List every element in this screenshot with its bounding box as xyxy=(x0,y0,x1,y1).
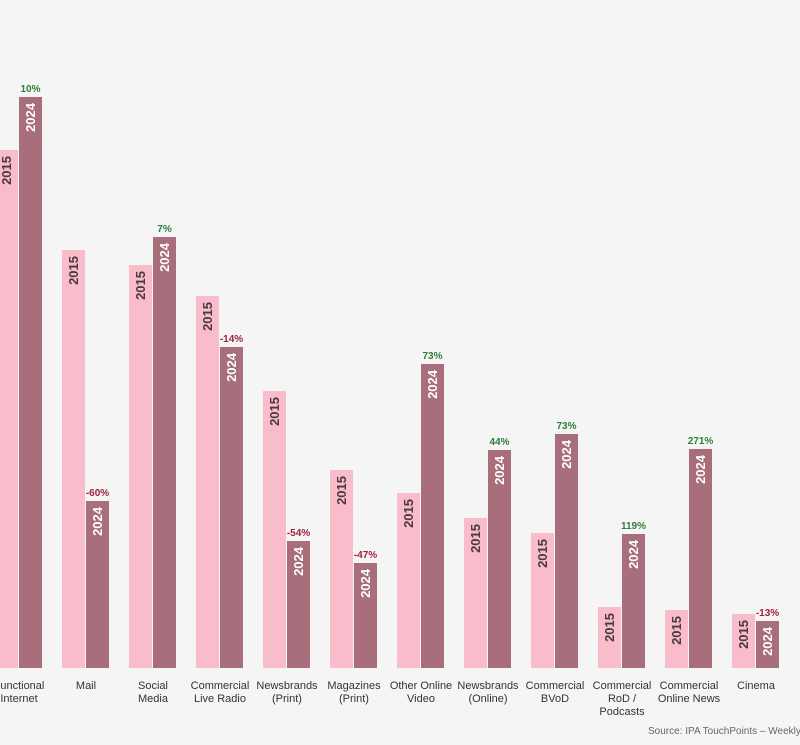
value-label: 44% xyxy=(489,437,510,448)
category-label: Commercial Online News xyxy=(657,680,721,705)
bar-series-label: 2024 xyxy=(760,627,775,656)
bar-series-label: 2024 xyxy=(358,569,373,598)
bar xyxy=(330,470,353,668)
bar-series-label: 2024 xyxy=(291,547,306,576)
value-label: -60% xyxy=(85,488,110,499)
value-label: -54% xyxy=(286,528,311,539)
bar xyxy=(622,534,645,668)
bar xyxy=(665,610,688,668)
bar xyxy=(86,501,109,668)
value-label: 10% xyxy=(20,84,41,95)
bar-series-label: 2015 xyxy=(133,271,148,300)
category-label: Commercial BVoD xyxy=(525,680,585,705)
value-label: -13% xyxy=(755,608,780,619)
bar-series-label: 2024 xyxy=(157,243,172,272)
bar-series-label: 2015 xyxy=(736,620,751,649)
bar-series-label: 2024 xyxy=(626,540,641,569)
source: Source: IPA TouchPoints – Weekly xyxy=(648,726,800,737)
bar-series-label: 2015 xyxy=(200,302,215,331)
value-label: 73% xyxy=(556,421,577,432)
bar-series-label: 2015 xyxy=(468,524,483,553)
bar xyxy=(756,621,779,668)
bar xyxy=(354,563,377,668)
category-label: Cinema xyxy=(737,680,775,692)
bar xyxy=(464,518,487,668)
category-label: Other Online Video xyxy=(389,680,453,705)
category-label: Commercial Live Radio xyxy=(190,680,250,705)
value-label: 271% xyxy=(687,436,714,447)
bar xyxy=(287,541,310,668)
bar-series-label: 2015 xyxy=(401,499,416,528)
bar-series-label: 2024 xyxy=(559,440,574,469)
value-label: -47% xyxy=(353,550,378,561)
value-label: 119% xyxy=(620,521,647,532)
bar-series-label: 2024 xyxy=(224,353,239,382)
bar-series-label: 2015 xyxy=(0,156,14,185)
bar-series-label: 2015 xyxy=(669,616,684,645)
category-label: Mail xyxy=(75,680,97,692)
bar-series-label: 2024 xyxy=(492,456,507,485)
bar xyxy=(732,614,755,668)
bar-series-label: 2024 xyxy=(90,507,105,536)
bar xyxy=(531,533,554,668)
bar-series-label: 2015 xyxy=(602,613,617,642)
bar xyxy=(129,265,152,668)
value-label: 73% xyxy=(422,351,443,362)
bar-series-label: 2015 xyxy=(334,476,349,505)
bar-series-label: 2015 xyxy=(66,256,81,285)
bar-series-label: 2015 xyxy=(267,397,282,426)
bar xyxy=(153,237,176,668)
category-label: Social Media xyxy=(138,680,168,705)
bar xyxy=(0,150,18,668)
value-label: -14% xyxy=(219,334,244,345)
bar-series-label: 2024 xyxy=(425,370,440,399)
category-label: Magazines (Print) xyxy=(327,680,381,705)
bar xyxy=(397,493,420,668)
category-label: Newsbrands (Print) xyxy=(256,680,318,705)
bar xyxy=(598,607,621,668)
bar xyxy=(19,97,42,668)
bar xyxy=(555,434,578,668)
category-label: Commercial RoD / Podcasts xyxy=(592,680,652,718)
bar xyxy=(689,449,712,668)
bar xyxy=(220,347,243,668)
category-label: Functional Internet xyxy=(0,680,45,705)
bar xyxy=(62,250,85,668)
bar xyxy=(196,296,219,668)
value-label: 7% xyxy=(157,224,172,235)
bar xyxy=(263,391,286,668)
bar xyxy=(488,450,511,668)
bar xyxy=(421,364,444,668)
category-label: Newsbrands (Online) xyxy=(457,680,519,705)
bar-series-label: 2024 xyxy=(693,455,708,484)
bar-series-label: 2024 xyxy=(23,103,38,132)
bar-series-label: 2015 xyxy=(535,539,550,568)
